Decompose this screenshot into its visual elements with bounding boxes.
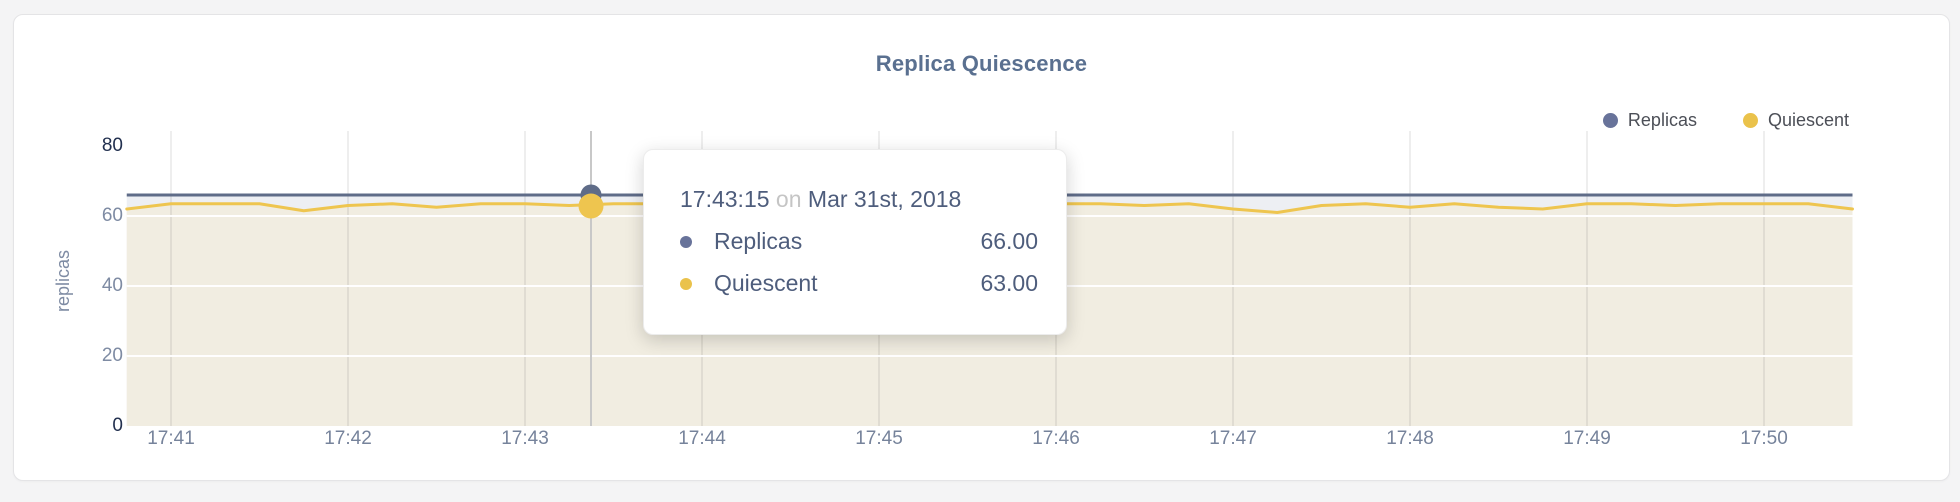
y-tick-0: 0 [112,415,123,436]
chart-title: Replica Quiescence [875,51,1088,76]
legend-label-replicas: Replicas [1627,109,1697,130]
y-tick-40: 40 [101,275,123,296]
tooltip-label-replicas: Replicas [714,228,803,254]
tooltip-time: 17:43:15 [680,186,770,212]
replicas-dot-icon [680,235,692,248]
legend-item-replicas[interactable]: Replicas [1602,109,1697,131]
x-tick-1747: 17:47 [1209,428,1257,449]
x-tick-1748: 17:48 [1386,428,1434,449]
legend: Replicas Quiescent [1602,107,1849,133]
y-tick-80: 80 [101,135,123,156]
x-tick-1743: 17:43 [501,428,549,449]
tooltip-preposition: on [775,186,802,212]
x-tick-1742: 17:42 [324,428,372,449]
tooltip-row-replicas: Replicas 66.00 [680,228,1038,255]
x-tick-1749: 17:49 [1563,428,1611,449]
tooltip-title: 17:43:15 on Mar 31st, 2018 [680,186,1038,213]
y-tick-60: 60 [101,205,123,226]
x-tick-1746: 17:46 [1032,428,1080,449]
tooltip-value-quiescent: 63.00 [980,270,1038,296]
chart-card: Replica Quiescence Replicas Quiescent re… [13,14,1950,481]
x-tick-1744: 17:44 [678,428,726,449]
hover-dot-quiescent [578,193,604,219]
tooltip-label-quiescent: Quiescent [714,270,818,296]
replicas-dot-icon [1602,112,1618,128]
x-tick-1750: 17:50 [1740,428,1788,449]
legend-label-quiescent: Quiescent [1767,109,1849,130]
x-tick-1741: 17:41 [147,428,195,449]
y-tick-20: 20 [101,345,123,366]
legend-item-quiescent[interactable]: Quiescent [1742,109,1849,131]
hover-tooltip: 17:43:15 on Mar 31st, 2018 Replicas 66.0… [643,149,1067,335]
tooltip-date: Mar 31st, 2018 [807,186,962,212]
tooltip-row-quiescent: Quiescent 63.00 [680,270,1038,297]
quiescent-dot-icon [1742,112,1758,128]
quiescent-dot-icon [680,277,692,290]
tooltip-value-replicas: 66.00 [980,228,1038,254]
x-tick-1745: 17:45 [855,428,903,449]
